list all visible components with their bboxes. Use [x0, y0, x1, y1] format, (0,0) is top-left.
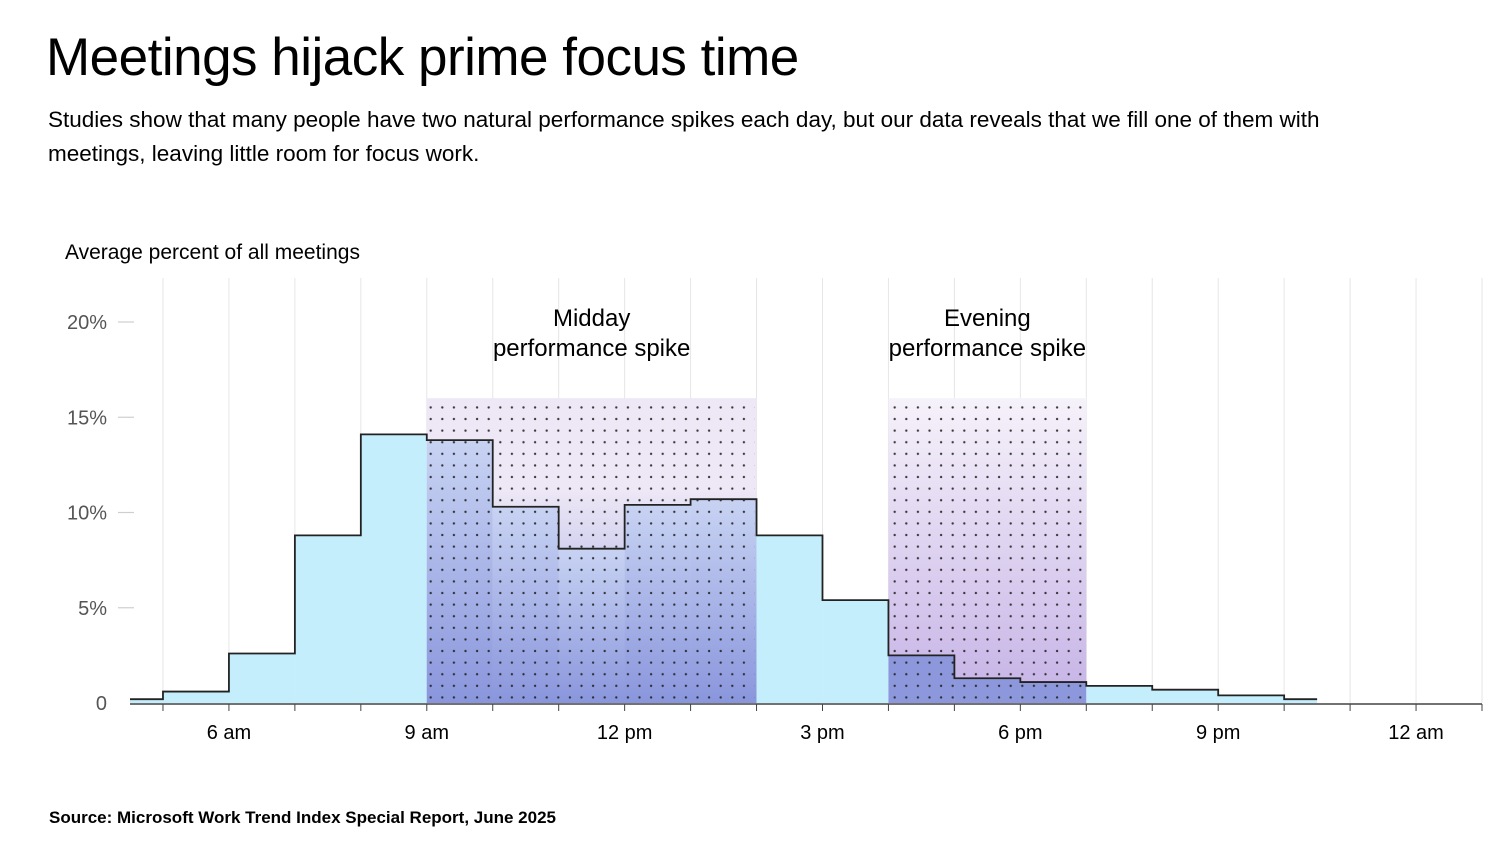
histogram-bar: [130, 699, 163, 703]
y-tick-label: 10%: [67, 503, 107, 525]
highlight-band-dots: [890, 398, 1085, 703]
x-tick-label: 6 pm: [998, 722, 1042, 744]
band-label-line2: performance spike: [889, 335, 1086, 362]
band-label-line1: Evening: [944, 305, 1031, 332]
chart-subtitle: Studies show that many people have two n…: [48, 107, 1320, 166]
histogram-bars: [130, 398, 1318, 703]
histogram-bar: [294, 535, 361, 703]
histogram-bar: [1218, 695, 1285, 703]
band-label-line1: Midday: [553, 305, 630, 332]
histogram-bar: [1152, 689, 1219, 703]
histogram-bar: [822, 600, 889, 703]
y-tick-label: 20%: [67, 312, 107, 334]
highlight-band-dots: [428, 398, 755, 703]
histogram-bar: [228, 653, 295, 703]
x-tick-label: 9 am: [405, 722, 449, 744]
axes: 6 am 9 am 12 pm 3 pm 6 pm 9 pm 12 am 0 5% 10% 15% 2…: [67, 312, 1483, 744]
x-tick-label: 6 am: [207, 722, 251, 744]
x-tick-label: 9 pm: [1196, 722, 1240, 744]
histogram-outline: [130, 433, 1318, 701]
y-tick-label: 5%: [78, 598, 107, 620]
band-annotations: Midday performance spike Evening performanc…: [493, 305, 1086, 362]
source-note: Source: Microsoft Work Trend Index Speci…: [49, 808, 556, 827]
y-tick-label: 15%: [67, 407, 107, 429]
histogram-bar: [162, 691, 229, 703]
chart-title: Meetings hijack prime focus time: [46, 28, 799, 87]
histogram-bar: [1284, 699, 1318, 703]
x-tick-label: 12 am: [1388, 722, 1444, 744]
x-tick-label: 12 pm: [597, 722, 653, 744]
band-label-line2: performance spike: [493, 335, 690, 362]
histogram-bar: [360, 434, 427, 703]
histogram-bar: [1086, 685, 1153, 703]
histogram-bar: [756, 535, 823, 703]
x-tick-label: 3 pm: [800, 722, 844, 744]
y-tick-label: 0: [96, 693, 107, 715]
y-axis-label: Average percent of all meetings: [65, 241, 360, 264]
